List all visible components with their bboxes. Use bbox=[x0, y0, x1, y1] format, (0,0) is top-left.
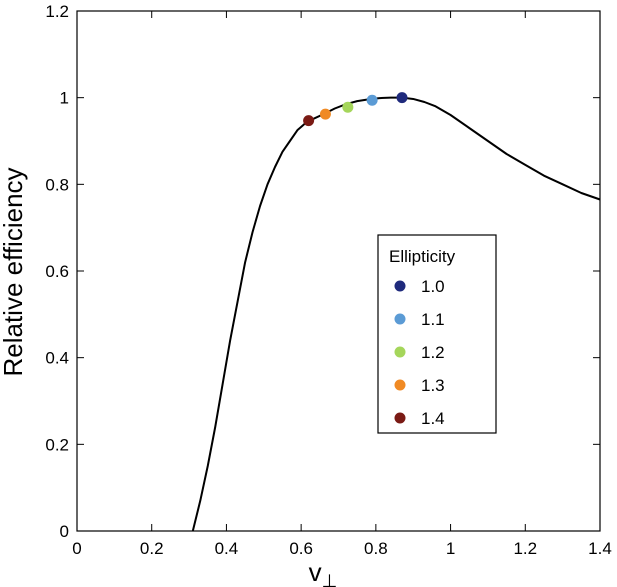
legend-label-1-4: 1.4 bbox=[421, 409, 445, 428]
legend-title: Ellipticity bbox=[389, 247, 456, 266]
y-tick-label: 0.4 bbox=[45, 349, 69, 368]
y-tick-label: 1 bbox=[60, 89, 69, 108]
x-tick-label: 0.2 bbox=[140, 539, 164, 558]
legend-marker-1-2 bbox=[394, 346, 406, 358]
x-tick-label: 0.6 bbox=[289, 539, 313, 558]
ellipticity-marker-1-0 bbox=[396, 92, 408, 104]
y-axis-ticks bbox=[77, 10, 600, 532]
legend: Ellipticity 1.0 1.1 1.2 1.3 1.4 bbox=[377, 234, 497, 434]
marker-layer bbox=[303, 92, 408, 127]
legend-label-1-3: 1.3 bbox=[421, 376, 445, 395]
y-axis-title: Relative efficiency bbox=[0, 167, 28, 376]
ellipticity-marker-1-1 bbox=[366, 94, 378, 106]
legend-items: 1.0 1.1 1.2 1.3 1.4 bbox=[394, 277, 445, 428]
x-axis-title: v⊥ bbox=[309, 557, 338, 587]
legend-label-1-2: 1.2 bbox=[421, 343, 445, 362]
x-axis-title-subscript: ⊥ bbox=[322, 571, 338, 587]
x-tick-label: 1 bbox=[446, 539, 455, 558]
efficiency-curve bbox=[191, 96, 601, 532]
x-tick-label: 1.4 bbox=[588, 539, 612, 558]
ellipticity-marker-1-3 bbox=[319, 108, 331, 120]
y-tick-label: 0.2 bbox=[45, 435, 69, 454]
x-tick-label: 0.4 bbox=[215, 539, 239, 558]
legend-marker-1-3 bbox=[394, 379, 406, 391]
legend-label-1-0: 1.0 bbox=[421, 277, 445, 296]
y-tick-label: 1.2 bbox=[45, 2, 69, 21]
legend-marker-1-0 bbox=[394, 280, 406, 292]
x-axis-tick-labels: 0 0.2 0.4 0.6 0.8 1 1.2 1.4 bbox=[72, 539, 612, 558]
legend-marker-1-4 bbox=[394, 412, 406, 424]
plot-frame bbox=[76, 10, 601, 532]
legend-box bbox=[377, 234, 497, 434]
ellipticity-marker-1-4 bbox=[303, 115, 315, 127]
legend-marker-1-1 bbox=[394, 313, 406, 325]
plot-area-border bbox=[76, 10, 601, 532]
y-tick-label: 0.8 bbox=[45, 175, 69, 194]
y-tick-label: 0 bbox=[60, 522, 69, 541]
legend-label-1-1: 1.1 bbox=[421, 310, 445, 329]
ellipticity-marker-1-2 bbox=[342, 101, 354, 113]
x-axis-title-main: v bbox=[309, 557, 322, 587]
x-axis-ticks bbox=[76, 11, 601, 531]
x-tick-label: 0 bbox=[72, 539, 81, 558]
x-tick-label: 0.8 bbox=[364, 539, 388, 558]
y-axis-tick-labels: 0 0.2 0.4 0.6 0.8 1 1.2 bbox=[45, 2, 69, 541]
series-layer bbox=[191, 96, 601, 532]
y-tick-label: 0.6 bbox=[45, 262, 69, 281]
x-tick-label: 1.2 bbox=[513, 539, 537, 558]
